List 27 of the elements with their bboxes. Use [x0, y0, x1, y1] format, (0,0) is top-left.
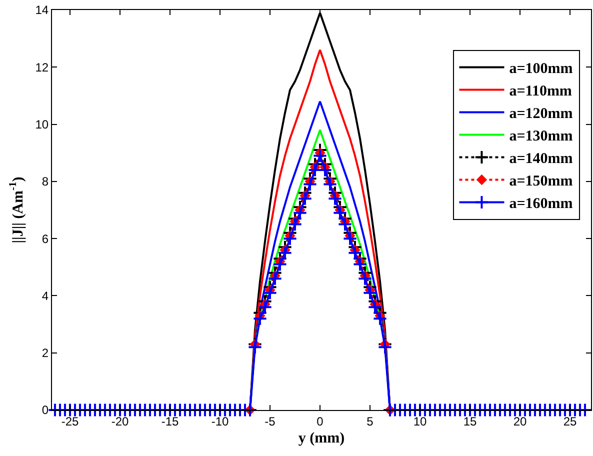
x-tick-label: -10: [211, 414, 229, 428]
legend-label: a=160mm: [509, 196, 574, 212]
x-tick-label: -25: [61, 414, 79, 428]
x-tick-label: 20: [513, 414, 527, 428]
x-tick-label: 10: [413, 414, 427, 428]
legend-label: a=130mm: [509, 128, 574, 145]
x-tick-label: -20: [111, 414, 129, 428]
legend-label: a=120mm: [509, 106, 574, 122]
y-tick-label: 8: [42, 174, 49, 189]
legend-label: a=100mm: [509, 61, 574, 78]
x-tick-label: -5: [264, 414, 276, 428]
legend-label: a=150mm: [509, 174, 574, 190]
x-tick-label: -15: [161, 414, 179, 428]
x-tick-label: 5: [366, 414, 374, 428]
y-tick-label: 6: [42, 232, 49, 246]
x-tick-label: 0: [316, 414, 324, 428]
y-tick-label: 4: [42, 288, 49, 303]
y-tick-label: 12: [35, 60, 49, 74]
x-axis-title: y (mm): [298, 430, 345, 446]
x-tick-label: 15: [463, 414, 477, 428]
y-tick-label: 0: [42, 403, 49, 418]
y-tick-label: 2: [42, 346, 49, 360]
y-tick-label: 14: [35, 3, 49, 18]
y-tick-label: 10: [35, 117, 49, 132]
x-tick-label: 25: [563, 414, 577, 428]
legend-label: a=110mm: [509, 84, 572, 100]
legend-label: a=140mm: [509, 151, 574, 168]
